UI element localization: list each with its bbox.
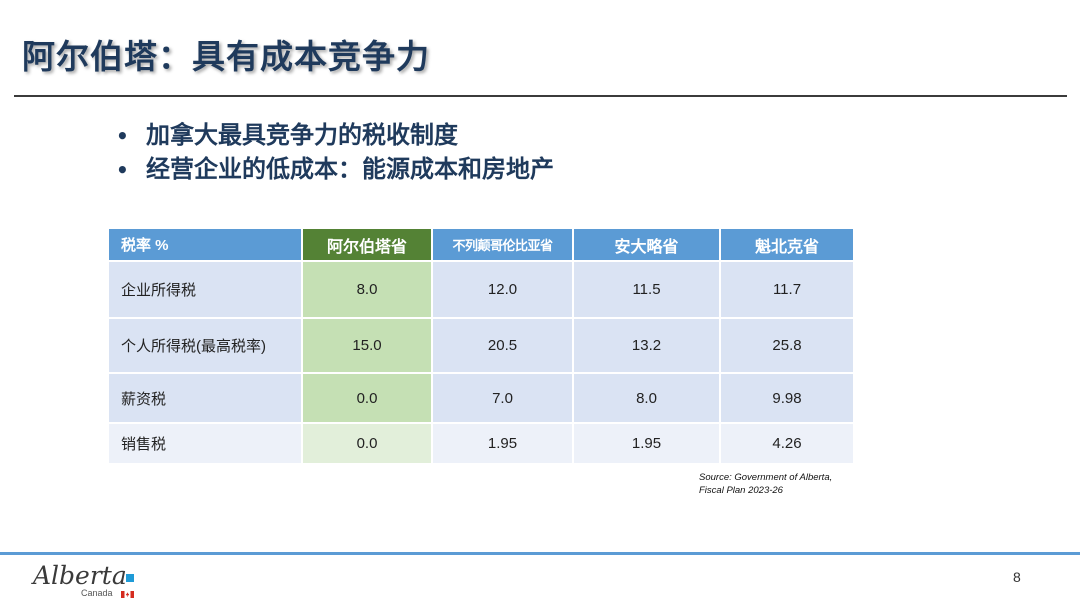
cell-british-columbia: 7.0 [431, 372, 574, 424]
bullet-dot-icon: • [116, 158, 129, 182]
row-label: 企业所得税 [107, 260, 303, 319]
row-label: 个人所得税(最高税率) [107, 317, 303, 374]
bullet-item: • 加拿大最具竞争力的税收制度 [116, 118, 554, 152]
table-row: 薪资税 0.0 7.0 8.0 9.98 [107, 372, 855, 424]
slide-title: 阿尔伯塔：具有成本竞争力 [22, 37, 430, 76]
source-note: Source: Government of Alberta, Fiscal Pl… [699, 471, 832, 497]
cell-british-columbia: 1.95 [431, 422, 574, 465]
alberta-logo: Alberta Canada [33, 561, 143, 601]
page-number: 8 [1013, 569, 1021, 585]
cell-alberta: 8.0 [301, 260, 433, 319]
bullet-text: 加拿大最具竞争力的税收制度 [146, 121, 458, 149]
cell-quebec: 25.8 [719, 317, 855, 374]
cell-british-columbia: 12.0 [431, 260, 574, 319]
cell-alberta: 0.0 [301, 422, 433, 465]
cell-ontario: 11.5 [572, 260, 721, 319]
bullet-item: • 经营企业的低成本：能源成本和房地产 [116, 152, 554, 186]
table-row: 个人所得税(最高税率) 15.0 20.5 13.2 25.8 [107, 317, 855, 374]
bullet-text: 经营企业的低成本：能源成本和房地产 [146, 155, 554, 183]
source-line: Source: Government of Alberta, [699, 472, 833, 483]
cell-ontario: 8.0 [572, 372, 721, 424]
cell-quebec: 9.98 [719, 372, 855, 424]
cell-ontario: 13.2 [572, 317, 721, 374]
header-british-columbia: 不列颠哥伦比亚省 [431, 227, 574, 262]
logo-wordmark: Alberta [33, 561, 127, 590]
header-alberta: 阿尔伯塔省 [301, 227, 433, 262]
bullet-list: • 加拿大最具竞争力的税收制度 • 经营企业的低成本：能源成本和房地产 [116, 118, 554, 186]
canada-flag-icon [121, 591, 134, 598]
table-row: 企业所得税 8.0 12.0 11.5 11.7 [107, 260, 855, 319]
cell-alberta: 15.0 [301, 317, 433, 374]
cell-alberta: 0.0 [301, 372, 433, 424]
row-label: 销售税 [107, 422, 303, 465]
footer-divider [0, 552, 1080, 555]
bullet-dot-icon: • [116, 124, 129, 148]
source-line: Fiscal Plan 2023-26 [699, 485, 783, 496]
tax-rate-table: 税率 % 阿尔伯塔省 不列颠哥伦比亚省 安大略省 魁北克省 企业所得税 8.0 … [107, 227, 855, 465]
cell-ontario: 1.95 [572, 422, 721, 465]
title-divider [14, 95, 1067, 97]
cell-british-columbia: 20.5 [431, 317, 574, 374]
header-quebec: 魁北克省 [719, 227, 855, 262]
logo-square-icon [126, 574, 134, 582]
logo-canada-text: Canada [81, 588, 113, 598]
header-tax-rate: 税率 % [107, 227, 303, 262]
cell-quebec: 4.26 [719, 422, 855, 465]
header-ontario: 安大略省 [572, 227, 721, 262]
cell-quebec: 11.7 [719, 260, 855, 319]
table-row: 销售税 0.0 1.95 1.95 4.26 [107, 422, 855, 465]
row-label: 薪资税 [107, 372, 303, 424]
table-header-row: 税率 % 阿尔伯塔省 不列颠哥伦比亚省 安大略省 魁北克省 [107, 227, 855, 262]
